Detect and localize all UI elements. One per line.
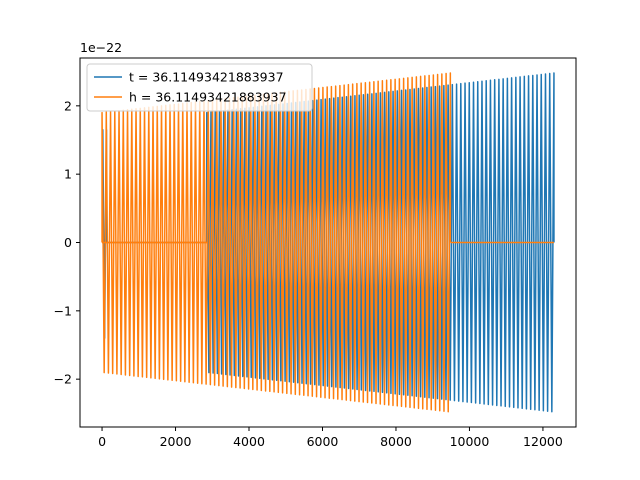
y-tick-label: 0 (64, 235, 72, 250)
y-tick-label: −2 (54, 372, 72, 387)
legend-box (86, 63, 313, 112)
x-tick-label: 10000 (450, 434, 490, 449)
legend: t = 36.11493421883937 h = 36.114934218839… (86, 63, 313, 112)
legend-label-2: h = 36.11493421883937 (129, 90, 287, 105)
legend-label-1: t = 36.11493421883937 (129, 70, 284, 85)
series-1-segment-3 (206, 72, 555, 413)
y-tick-label: 1 (64, 167, 72, 182)
x-axis: 0 2000 4000 6000 8000 10000 12000 (98, 427, 563, 449)
x-tick-label: 8000 (380, 434, 412, 449)
x-tick-label: 12000 (523, 434, 563, 449)
y-axis: −2 −1 0 1 2 (54, 98, 80, 387)
x-tick-label: 6000 (307, 434, 339, 449)
y-tick-label: −1 (54, 303, 72, 318)
x-tick-label: 4000 (233, 434, 265, 449)
x-tick-label: 0 (98, 434, 106, 449)
x-tick-label: 2000 (160, 434, 192, 449)
y-offset-label: 1e−22 (80, 40, 122, 55)
y-tick-label: 2 (64, 98, 72, 113)
